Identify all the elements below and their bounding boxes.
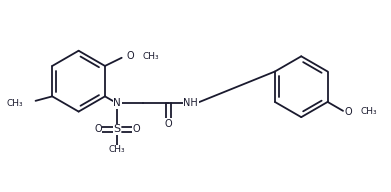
Text: CH₃: CH₃ [7,98,23,108]
Text: NH: NH [183,98,198,108]
Text: CH₃: CH₃ [361,107,377,116]
Text: O: O [94,124,102,134]
Text: O: O [133,124,140,134]
Text: O: O [345,107,353,117]
Text: CH₃: CH₃ [109,145,126,154]
Text: O: O [165,119,172,129]
Text: O: O [126,51,134,61]
Text: N: N [113,98,121,108]
Text: CH₃: CH₃ [142,52,159,61]
Text: S: S [114,124,121,134]
